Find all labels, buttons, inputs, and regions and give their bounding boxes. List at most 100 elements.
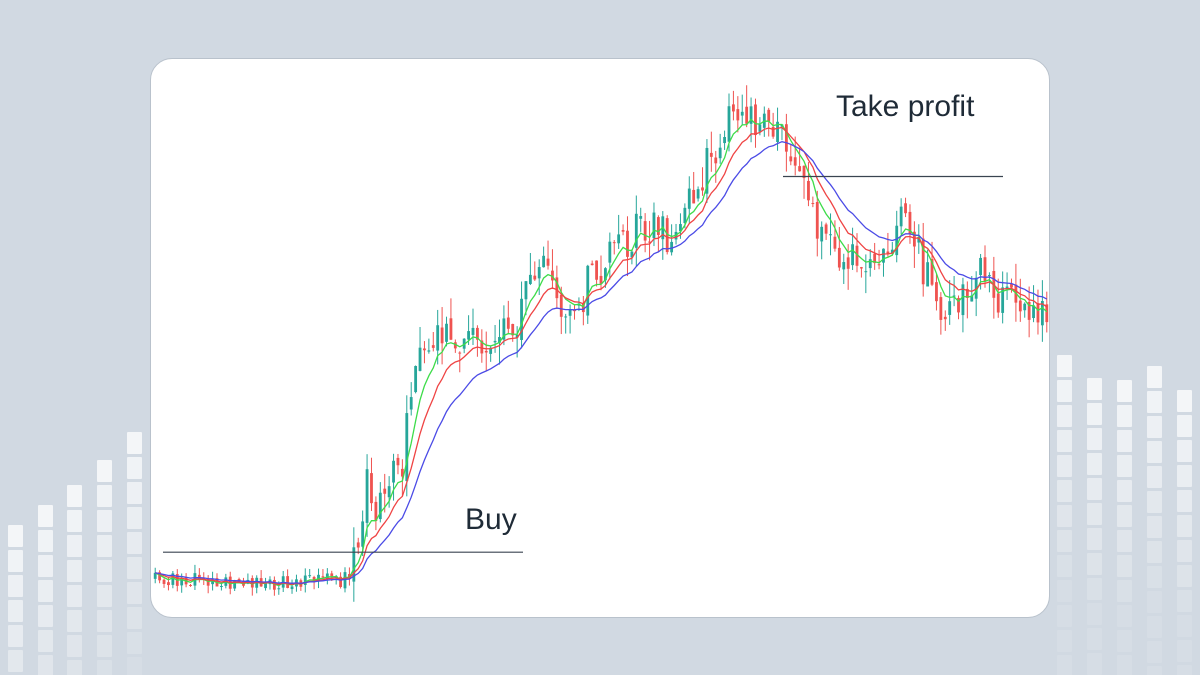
candle-body bbox=[935, 282, 938, 302]
candle bbox=[528, 252, 532, 286]
candle-body bbox=[749, 106, 753, 124]
candle bbox=[714, 150, 718, 183]
candle-body bbox=[361, 521, 365, 547]
candle-body bbox=[233, 580, 237, 589]
decor-bar bbox=[1117, 530, 1132, 552]
decor-bar bbox=[1147, 516, 1162, 538]
candle bbox=[837, 226, 841, 271]
candle-body bbox=[996, 293, 1000, 313]
candle bbox=[935, 273, 938, 311]
decor-bar bbox=[1177, 565, 1192, 587]
candle-body bbox=[648, 241, 651, 243]
candle-body bbox=[943, 316, 947, 320]
candle bbox=[484, 331, 488, 372]
candle-body bbox=[926, 262, 930, 287]
candle-body bbox=[776, 121, 779, 143]
candle bbox=[886, 232, 890, 257]
candle bbox=[506, 300, 510, 334]
candle bbox=[648, 220, 651, 261]
decor-bar bbox=[38, 530, 53, 552]
candle-body bbox=[564, 316, 568, 318]
candle-body bbox=[1032, 305, 1035, 319]
candle-body bbox=[189, 584, 192, 586]
decor-bar bbox=[38, 580, 53, 602]
candle-body bbox=[1005, 286, 1009, 290]
decor-bar bbox=[97, 660, 112, 675]
candle-body bbox=[837, 247, 841, 268]
candle-body bbox=[440, 327, 444, 344]
candle-body bbox=[670, 241, 674, 253]
decor-bar bbox=[1117, 405, 1132, 427]
decor-bar bbox=[1087, 403, 1102, 425]
candle bbox=[670, 224, 674, 256]
candle-body bbox=[789, 156, 793, 162]
decor-bar bbox=[8, 525, 23, 547]
candle-body bbox=[458, 352, 462, 354]
candle bbox=[1001, 271, 1005, 324]
candle-body bbox=[882, 248, 885, 263]
decor-bar bbox=[1117, 555, 1132, 577]
candle-body bbox=[798, 166, 802, 172]
decor-bar bbox=[127, 482, 142, 504]
candle bbox=[709, 131, 713, 172]
candle-body bbox=[180, 578, 184, 586]
candle bbox=[1032, 285, 1035, 323]
candle-body bbox=[370, 473, 373, 504]
candle-body bbox=[890, 249, 894, 254]
candle bbox=[877, 249, 881, 270]
candle-body bbox=[630, 251, 634, 258]
candle-body bbox=[824, 224, 828, 234]
candle bbox=[701, 167, 704, 196]
candle-body bbox=[793, 157, 797, 166]
candle bbox=[1040, 280, 1044, 342]
chart-card: Buy Take profit bbox=[150, 58, 1050, 618]
candle-body bbox=[965, 288, 969, 298]
candle bbox=[745, 85, 749, 128]
candle-body bbox=[396, 457, 400, 466]
candle bbox=[445, 316, 448, 347]
candle bbox=[824, 222, 828, 240]
decor-bar bbox=[97, 510, 112, 532]
candle-body bbox=[917, 236, 921, 243]
candle-body bbox=[961, 284, 965, 316]
candle-body bbox=[732, 104, 735, 112]
candle-body bbox=[604, 268, 607, 281]
candle bbox=[321, 569, 325, 580]
candle-body bbox=[930, 259, 934, 285]
candle-body bbox=[771, 126, 775, 137]
candle-body bbox=[665, 218, 669, 253]
candle-body bbox=[679, 224, 682, 232]
candle bbox=[798, 147, 802, 172]
candle bbox=[392, 453, 395, 501]
candle-body bbox=[303, 575, 307, 585]
candle bbox=[418, 327, 422, 372]
decor-bar bbox=[1177, 615, 1192, 637]
candle-body bbox=[476, 327, 479, 340]
decor-bar bbox=[38, 655, 53, 675]
candle bbox=[153, 567, 157, 584]
decor-bar bbox=[1147, 441, 1162, 463]
candle-body bbox=[886, 251, 890, 254]
candle bbox=[718, 133, 722, 164]
candle-body bbox=[520, 298, 523, 340]
candle bbox=[581, 296, 585, 326]
decor-bar bbox=[67, 560, 82, 582]
candle-body bbox=[705, 147, 709, 194]
decor-bar bbox=[97, 610, 112, 632]
decor-bar bbox=[8, 625, 23, 647]
candle bbox=[705, 139, 709, 203]
candle-body bbox=[948, 301, 952, 315]
candle bbox=[542, 246, 546, 268]
candle bbox=[414, 365, 418, 394]
candle bbox=[546, 240, 550, 270]
candle bbox=[405, 395, 409, 497]
candle-body bbox=[418, 347, 422, 371]
decor-bar bbox=[1147, 541, 1162, 563]
decor-bar bbox=[127, 532, 142, 554]
candle bbox=[423, 341, 426, 364]
candle-body bbox=[197, 574, 201, 579]
candle-body bbox=[374, 501, 378, 521]
candle-body bbox=[484, 350, 488, 353]
candle bbox=[1018, 278, 1022, 322]
